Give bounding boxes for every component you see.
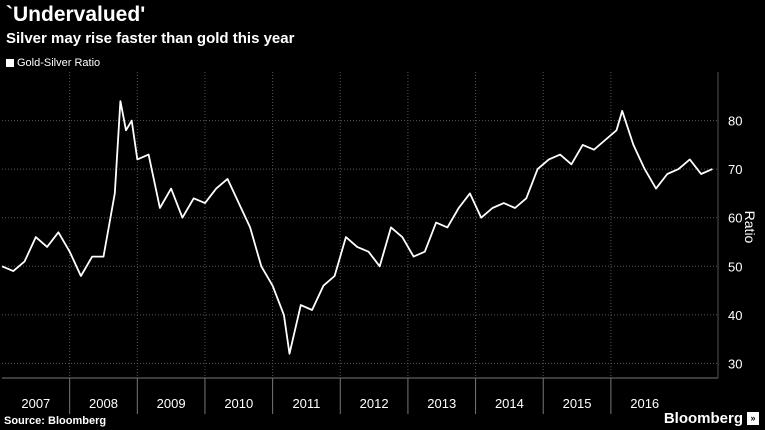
x-tick-label: 2016 — [630, 396, 659, 411]
x-axis: 2007 2008 2009 2010 2011 2012 2013 2014 2015 2016 — [2, 377, 718, 414]
x-tick-label: 2011 — [292, 396, 320, 411]
brand-logo: Bloomberg — [663, 410, 743, 427]
series — [1, 100, 713, 355]
x-tick-label: 2010 — [224, 396, 253, 411]
y-axis-label: Ratio — [742, 211, 758, 244]
y-tick-label: 60 — [728, 211, 742, 226]
x-tick-label: 2014 — [495, 396, 524, 411]
x-tick-label: 2009 — [157, 396, 186, 411]
y-tick-label: 70 — [728, 162, 742, 177]
legend-swatch — [6, 59, 14, 67]
y-tick-label: 40 — [728, 308, 742, 323]
x-tick-label: 2013 — [427, 396, 456, 411]
y-tick-label: 30 — [728, 356, 742, 371]
brand-mark-icon: » — [747, 412, 759, 425]
y-tick-label: 80 — [728, 114, 742, 129]
x-tick-label: 2015 — [563, 396, 592, 411]
grid — [2, 72, 718, 378]
x-tick-label: 2007 — [21, 396, 50, 411]
y-tick-label: 50 — [728, 259, 742, 274]
x-tick-label: 2012 — [360, 396, 389, 411]
legend: Gold-Silver Ratio — [6, 56, 100, 70]
source-note: Source: Bloomberg — [4, 415, 107, 427]
legend-label: Gold-Silver Ratio — [17, 57, 101, 69]
y-axis: 30 40 50 60 70 80 — [717, 72, 742, 378]
x-tick-label: 2008 — [89, 396, 118, 411]
chart-title: `Undervalued' — [6, 3, 146, 26]
series-line-gold-silver-ratio — [1, 100, 713, 355]
chart-subtitle: Silver may rise faster than gold this ye… — [6, 30, 295, 47]
